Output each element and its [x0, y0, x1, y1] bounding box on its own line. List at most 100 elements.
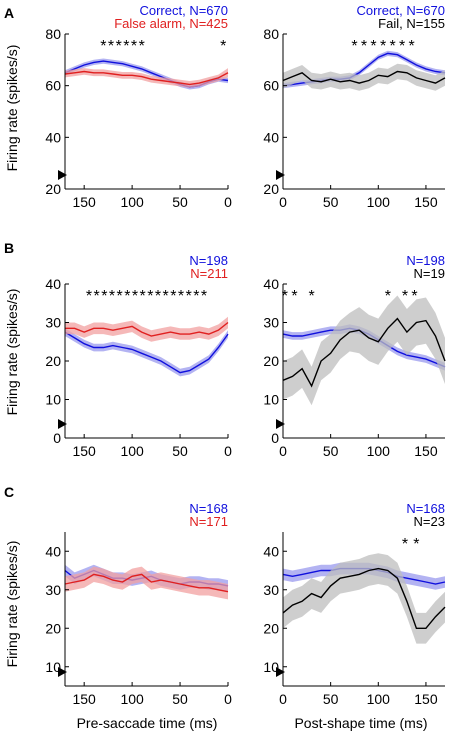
panel-c-left-legend-1: N=171 [189, 514, 228, 529]
panel-b-right-x-tick-label: 100 [367, 443, 391, 459]
panel-c-left-y-tick-label: 20 [45, 620, 61, 636]
x-axis-label-left: Pre-saccade time (ms) [77, 715, 218, 731]
panel-c-left-x-tick-label: 100 [120, 691, 144, 707]
panel-b-right-star: * [282, 288, 288, 305]
panel-a-right-line-1 [282, 70, 446, 84]
panel-a-right-y-tick-label: 40 [263, 129, 279, 145]
panel-c-left-line-1 [64, 573, 229, 593]
panel-b-right-y-tick-label: 40 [263, 276, 279, 292]
panel-b-left-star: * [186, 288, 192, 305]
panel-c-right-line-1 [282, 567, 446, 629]
panel-a-left-legend-0: Correct, N=670 [139, 3, 228, 18]
panel-b-left-star: * [170, 288, 176, 305]
panel-b-right-legend-1: N=19 [414, 266, 445, 281]
panel-a-right-legend-0: Correct, N=670 [356, 3, 445, 18]
panel-a-right-star: * [409, 38, 415, 55]
panel-a-right-x-tick-label: 150 [414, 194, 438, 210]
panel-letter-b: B [4, 240, 14, 256]
panel-b-left-star: * [117, 288, 123, 305]
panel-c-right-x-tick-label: 100 [367, 691, 391, 707]
panel-a-right-marker [276, 170, 285, 180]
panel-b-left-x-tick-label: 100 [120, 443, 144, 459]
panel-b-left-star: * [132, 288, 138, 305]
panel-c-right-y-tick-label: 40 [263, 543, 279, 559]
panel-a-left-x-tick-label: 50 [172, 194, 188, 210]
panel-b-left-y-tick-label: 10 [45, 392, 61, 408]
panel-b-left-star: * [140, 288, 146, 305]
panel-b-left-star: * [178, 288, 184, 305]
panel-a-left-x-tick-label: 0 [224, 194, 232, 210]
panel-c-right-star: * [402, 536, 408, 553]
panel-a-left-line-1 [64, 70, 229, 86]
panel-c-right-x-tick-label: 0 [279, 691, 287, 707]
panel-a-right-y-tick-label: 80 [263, 26, 279, 42]
panel-a-left-y-tick-label: 40 [45, 129, 61, 145]
panel-b-left-y-tick-label: 0 [53, 430, 61, 446]
panel-b-left-band-1 [65, 316, 228, 342]
panel-c-left-x-tick-label: 0 [224, 691, 232, 707]
panel-b-left-star: * [155, 288, 161, 305]
panel-b-left-star: * [193, 288, 199, 305]
panel-b-left-x-tick-label: 150 [72, 443, 96, 459]
panel-b-left-line-0 [64, 331, 229, 374]
panel-a-right-star: * [399, 38, 405, 55]
panel-a-left-legend-1: False alarm, N=425 [114, 16, 228, 31]
panel-b-left-star: * [109, 288, 115, 305]
panel-a-left-x-tick-label: 100 [120, 194, 144, 210]
panel-c-right-x-tick-label: 50 [323, 691, 339, 707]
panel-a-left-y-tick-label: 20 [45, 181, 61, 197]
panel-c-right-x-tick-label: 150 [414, 691, 438, 707]
panel-b-left-star: * [94, 288, 100, 305]
panel-c-left-x-tick-label: 50 [172, 691, 188, 707]
panel-c-left-marker [58, 667, 67, 677]
panel-a-right-y-tick-label: 20 [263, 181, 279, 197]
panel-b-right-x-tick-label: 0 [279, 443, 287, 459]
panel-b-left-legend-1: N=211 [190, 266, 228, 281]
y-axis-label-row-a: Firing rate (spikes/s) [4, 45, 20, 172]
panel-b-left-star: * [147, 288, 153, 305]
panel-b-right-star: * [308, 288, 314, 305]
panel-b-left-marker [58, 419, 67, 429]
panel-a-right-x-tick-label: 50 [323, 194, 339, 210]
panel-a-left-star: * [123, 38, 129, 55]
y-axis-label-row-c: Firing rate (spikes/s) [4, 541, 20, 668]
panel-c-left-y-tick-label: 40 [45, 543, 61, 559]
panel-b-right-y-tick-label: 0 [271, 430, 279, 446]
panel-b-right-star: * [411, 288, 417, 305]
panel-c-left-x-tick-label: 150 [72, 691, 96, 707]
panel-b-left-star: * [124, 288, 130, 305]
panel-b-right-star: * [291, 288, 297, 305]
panel-c-right-band-1 [283, 553, 445, 644]
panel-letter-c: C [4, 484, 14, 500]
panel-a-right-band-1 [283, 63, 445, 91]
panel-b-left-y-tick-label: 20 [45, 353, 61, 369]
panel-a-left-y-tick-label: 80 [45, 26, 61, 42]
panel-c-left-band-1 [65, 566, 228, 600]
panel-a-left-star: * [220, 38, 226, 55]
panel-c-right-star: * [413, 536, 419, 553]
panel-b-left-star: * [163, 288, 169, 305]
panel-a-right-x-tick-label: 0 [279, 194, 287, 210]
panel-b-right-x-tick-label: 50 [323, 443, 339, 459]
panel-c-right-marker [276, 667, 285, 677]
panel-c-left-legend-0: N=168 [189, 501, 228, 516]
panel-b-right-y-tick-label: 10 [263, 392, 279, 408]
panel-a-left-star: * [108, 38, 114, 55]
panel-a-right-y-tick-label: 60 [263, 78, 279, 94]
panel-a-left-star: * [131, 38, 137, 55]
panel-a-left-marker [58, 170, 67, 180]
panel-b-left-line-1 [65, 321, 229, 337]
panel-a-right-star: * [380, 38, 386, 55]
panel-a-right-x-tick-label: 100 [367, 194, 391, 210]
panel-c-left-y-tick-label: 30 [45, 582, 61, 598]
panel-b-right-star: * [385, 288, 391, 305]
panel-a-left-star: * [100, 38, 106, 55]
panel-b-right-marker [276, 419, 285, 429]
panel-b-left-x-tick-label: 0 [224, 443, 232, 459]
panel-c-right-y-tick-label: 20 [263, 620, 279, 636]
